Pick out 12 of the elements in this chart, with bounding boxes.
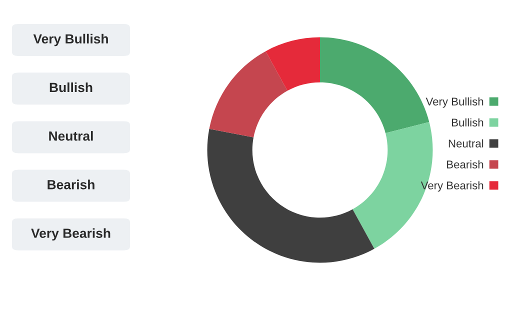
text: Bullish — [50, 82, 92, 92]
text: Very Bullish — [33, 34, 108, 46]
legend-label: Neutral — [448, 139, 484, 148]
text: Bearish — [48, 180, 94, 190]
donut-slice — [266, 37, 320, 91]
donut-slice — [207, 128, 374, 263]
text: Very Bearish — [31, 228, 110, 241]
legend-label: Very Bullish — [426, 97, 484, 108]
legend-label: Bearish — [447, 160, 484, 168]
text: Neutral — [49, 131, 93, 141]
legend-label: Bullish — [452, 118, 484, 126]
donut-slice — [209, 51, 288, 138]
